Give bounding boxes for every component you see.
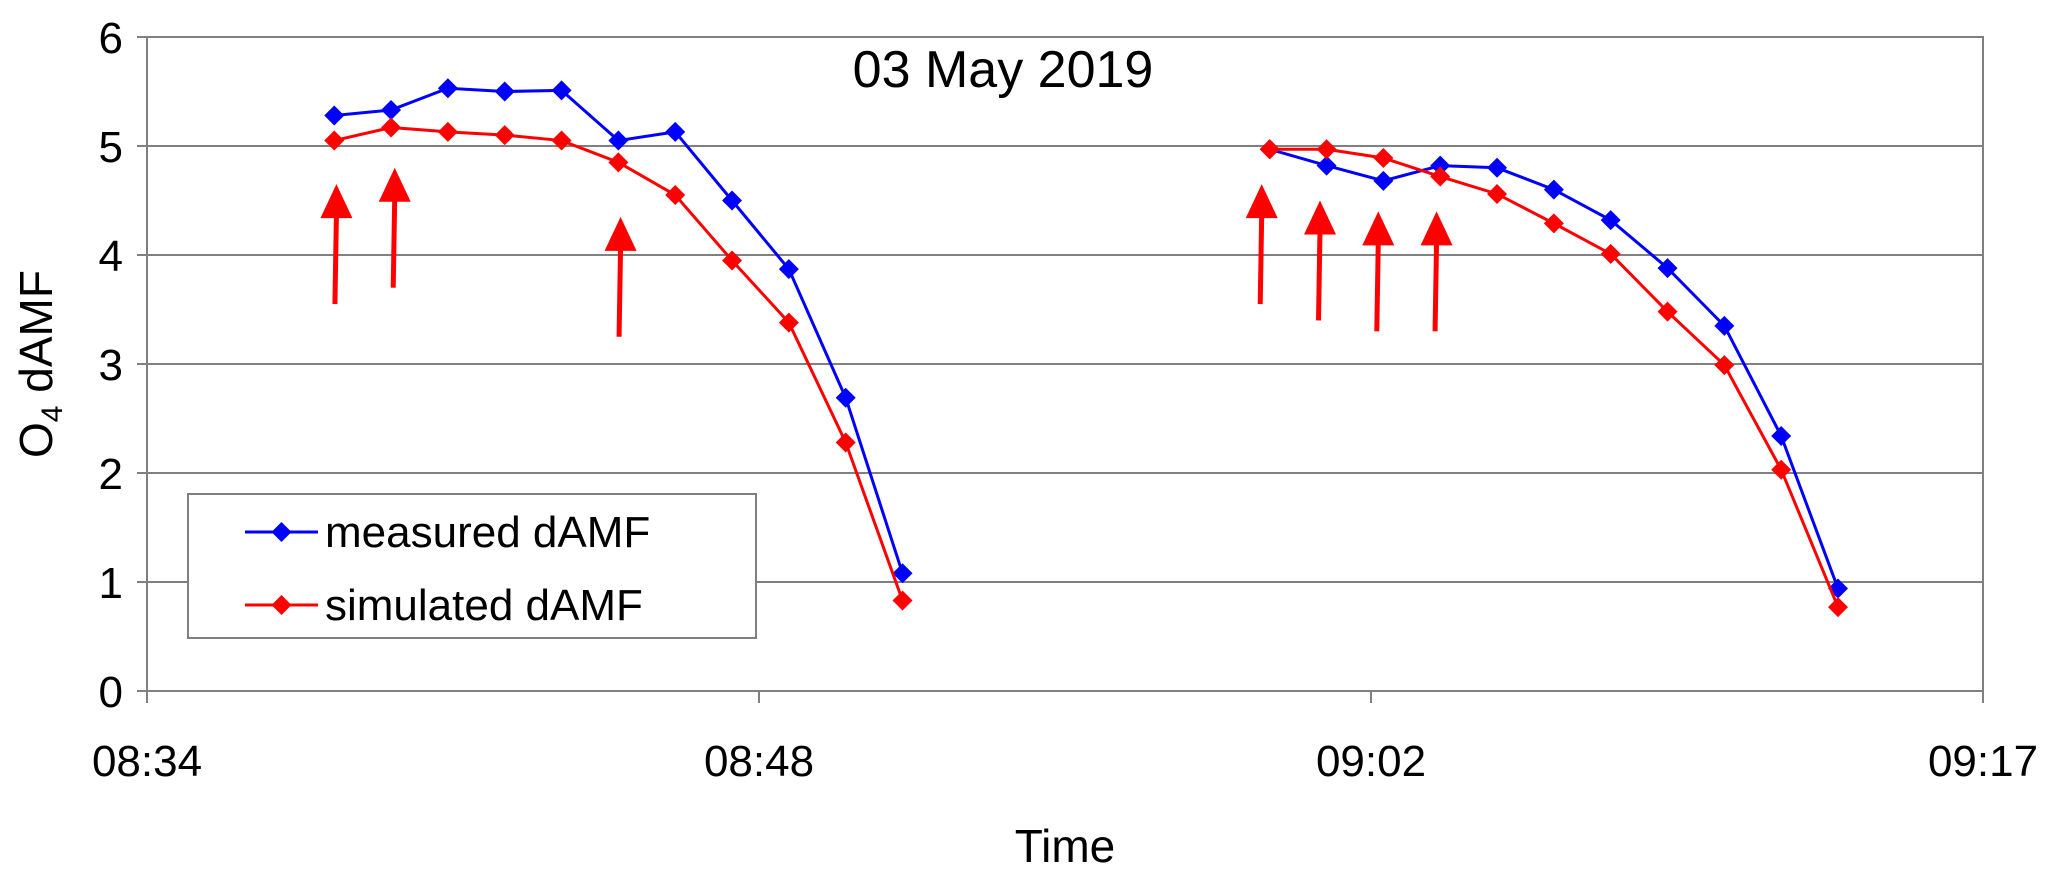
y-axis-label: O4 dAMF (10, 270, 69, 458)
data-point (665, 121, 686, 142)
data-point (1373, 147, 1394, 168)
data-point (494, 125, 515, 146)
data-point (1828, 597, 1849, 618)
data-point (1316, 155, 1337, 176)
data-point (1316, 139, 1337, 160)
annotation-arrow (1304, 200, 1336, 321)
data-point (381, 117, 402, 138)
y-tick-label: 4 (99, 232, 123, 281)
legend-label-simulated: simulated dAMF (325, 581, 643, 630)
y-tick-label: 0 (99, 668, 123, 717)
data-point (1657, 301, 1678, 322)
data-point (665, 185, 686, 206)
x-tick-label: 08:34 (92, 737, 202, 786)
series-simulated (324, 117, 1849, 618)
data-point (551, 130, 572, 151)
data-point (1600, 210, 1621, 231)
data-point (608, 130, 629, 151)
data-point (1487, 183, 1508, 204)
data-point (1714, 355, 1735, 376)
y-axis-label-main: O (10, 422, 62, 458)
data-point (1543, 213, 1564, 234)
chart-title: 03 May 2019 (853, 41, 1154, 99)
y-axis-label-rest: dAMF (10, 270, 62, 405)
data-point (1543, 179, 1564, 200)
data-point (494, 81, 515, 102)
annotation-arrow (1420, 211, 1453, 332)
gridlines (147, 145, 1983, 583)
data-point (608, 152, 629, 173)
annotation-arrow (1362, 211, 1395, 332)
y-tick-label: 5 (99, 123, 123, 172)
data-point (1430, 166, 1451, 187)
data-point (324, 105, 345, 126)
data-point (1657, 258, 1678, 279)
annotation-arrow (378, 167, 411, 288)
y-tick-label: 3 (99, 341, 123, 390)
x-tick-label: 09:17 (1928, 737, 2038, 786)
data-point (892, 590, 913, 611)
data-point (437, 121, 458, 142)
y-axis-label-subscript: 4 (36, 406, 69, 423)
legend-box (187, 493, 757, 639)
data-point (1771, 459, 1792, 480)
data-point (324, 130, 345, 151)
data-point (778, 259, 799, 280)
data-point (1771, 425, 1792, 446)
data-point (1430, 155, 1451, 176)
y-axis-ticks: 0 1 2 3 4 5 6 (99, 14, 147, 717)
annotation-arrow (320, 184, 353, 305)
data-point (1487, 157, 1508, 178)
legend-label-measured: measured dAMF (325, 508, 650, 557)
annotation-arrow (1245, 184, 1278, 305)
y-tick-label: 1 (99, 559, 123, 608)
data-point (1259, 139, 1280, 160)
y-tick-label: 6 (99, 14, 123, 63)
data-point (892, 563, 913, 584)
data-point (722, 250, 743, 271)
legend-marker-measured (271, 522, 292, 542)
data-point (835, 387, 856, 408)
annotation-arrows (320, 167, 1453, 337)
annotation-arrow (604, 216, 637, 337)
data-point (1373, 170, 1394, 191)
data-point (722, 190, 743, 211)
y-tick-label: 2 (99, 450, 123, 499)
x-axis-ticks: 08:34 08:48 09:02 09:17 (92, 691, 2038, 786)
data-point (835, 432, 856, 453)
data-point (381, 100, 402, 121)
series-layer (324, 78, 1849, 618)
x-axis-label: Time (1015, 820, 1116, 872)
data-point (551, 80, 572, 101)
data-point (1714, 315, 1735, 336)
data-point (778, 312, 799, 333)
legend-marker-simulated (271, 595, 292, 615)
legend: measured dAMF simulated dAMF (187, 493, 757, 639)
data-point (1600, 243, 1621, 264)
x-tick-label: 09:02 (1316, 737, 1426, 786)
x-tick-label: 08:48 (704, 737, 814, 786)
data-point (437, 78, 458, 99)
